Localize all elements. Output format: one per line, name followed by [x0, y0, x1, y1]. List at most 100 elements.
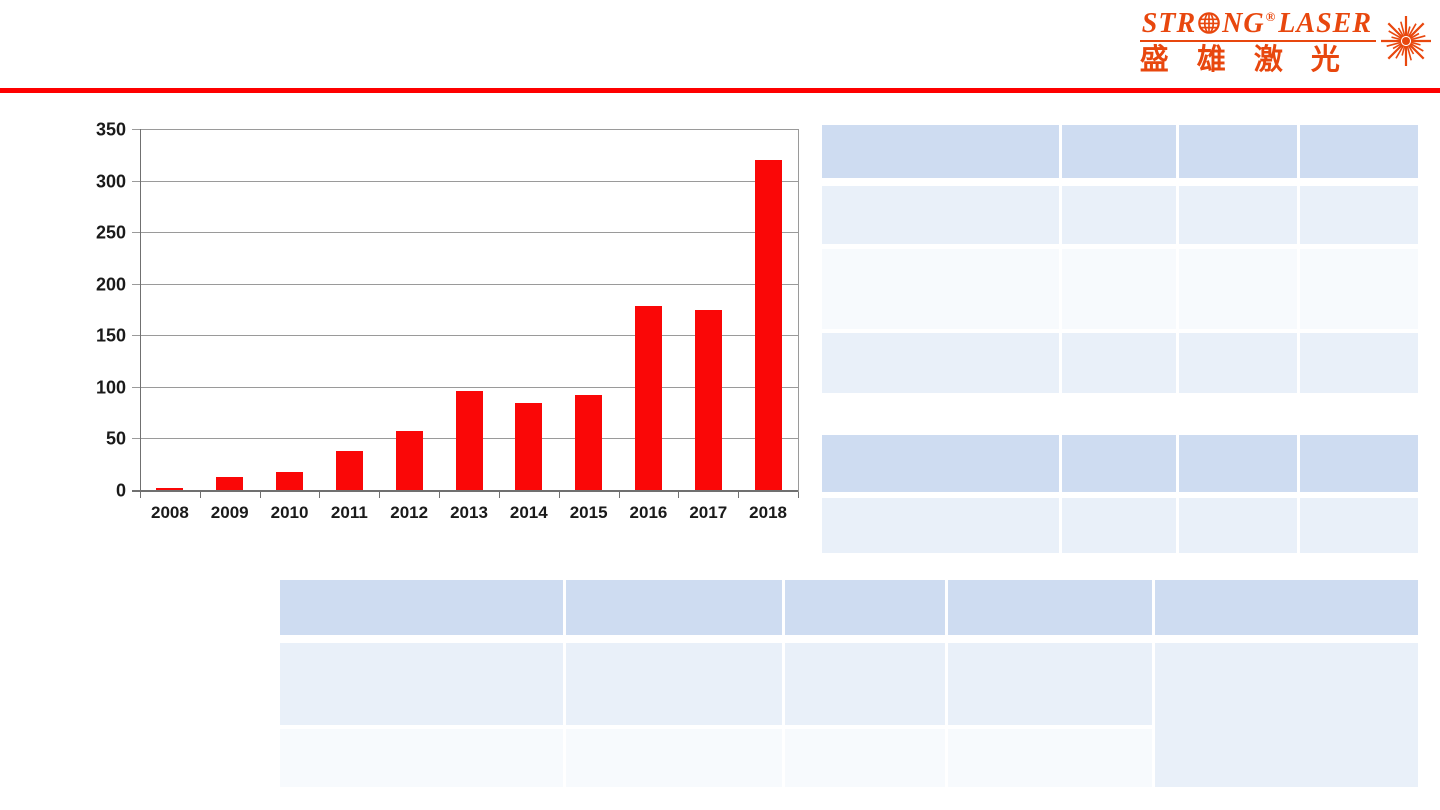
brand-logo: STR NG ® LASER	[1139, 8, 1434, 78]
gridline-250	[132, 232, 798, 234]
y-tick-label-100: 100	[95, 377, 126, 398]
table-cell-r1-c1	[1062, 498, 1176, 553]
y-tick-label-250: 250	[95, 222, 126, 243]
x-axis-tick	[140, 492, 141, 498]
table-right-top	[822, 125, 1418, 393]
x-label-2018: 2018	[749, 503, 787, 522]
table-cell-r1-c1	[566, 643, 782, 725]
table-cell-r0-c3	[948, 580, 1152, 635]
table-cell-r2-c2	[785, 729, 945, 787]
bar-2013	[455, 390, 483, 490]
bar-2010	[276, 472, 304, 490]
table-cell-r2-c2	[1179, 249, 1297, 329]
bar-2015	[575, 395, 603, 490]
table-cell-r3-c3	[1300, 333, 1418, 393]
table-right-bottom	[822, 435, 1418, 553]
x-label-2009: 2009	[210, 503, 249, 522]
table-cell-r1-c0	[822, 498, 1059, 553]
table-cell-r0-c2	[785, 580, 945, 635]
table-cell-r0-c1	[1062, 435, 1176, 492]
table-cell-r0-c4	[1155, 580, 1418, 635]
table-cell-r0-c0	[822, 125, 1059, 178]
gridline-350	[132, 129, 798, 130]
laser-starburst-icon	[1378, 12, 1434, 75]
plot-right-border	[798, 129, 799, 495]
table-cell-r0-c0	[280, 580, 563, 635]
table-cell-r2-c0	[280, 729, 563, 787]
x-axis-tick	[379, 492, 381, 498]
table-cell-r3-c2	[1179, 333, 1297, 393]
brand-latin-post: NG	[1222, 8, 1265, 39]
table-cell-r1-c2	[1179, 498, 1297, 553]
table-cell-r0-c0	[822, 435, 1059, 492]
table-cell-r1-c2	[1179, 186, 1297, 244]
bar-2012	[395, 431, 423, 490]
gridline-300	[132, 180, 798, 182]
table-cell-r1-c2	[785, 643, 945, 725]
table-cell-r0-c1	[1062, 125, 1176, 178]
bar-2009	[216, 476, 244, 490]
table-cell-r3-c1	[1062, 333, 1176, 393]
table-cell-r1-c3	[1300, 186, 1418, 244]
table-cell-r2-c3	[948, 729, 1152, 787]
bar-2014	[515, 403, 543, 490]
x-axis-tick	[319, 492, 321, 498]
gridline-100	[132, 386, 798, 388]
table-cell-r3-c0	[822, 333, 1059, 393]
x-axis-tick	[498, 492, 500, 498]
annual-bar-chart: 0 50 100 150 200 250 300 350 2008 2009 2010 2011 201…	[85, 105, 815, 540]
bar-2011	[335, 450, 363, 490]
y-tick-label-150: 150	[95, 325, 126, 346]
y-tick-label-0: 0	[115, 480, 126, 501]
bar-2017	[694, 309, 722, 490]
globe-icon	[1197, 11, 1221, 41]
x-label-2013: 2013	[450, 503, 488, 522]
brand-latin-word2: LASER	[1278, 8, 1372, 39]
x-axis-line	[132, 490, 798, 492]
gridline-200	[132, 283, 798, 285]
table-cell-r0-c2	[1179, 435, 1297, 492]
y-tick-label-300: 300	[95, 171, 126, 192]
table-cell-r0-c3	[1300, 435, 1418, 492]
gridline-150	[132, 335, 798, 337]
table-cell-r2-c0	[822, 249, 1059, 329]
x-axis-tick	[439, 492, 441, 498]
x-axis-tick	[199, 492, 201, 498]
x-axis-tick	[558, 492, 560, 498]
x-axis-tick	[798, 492, 799, 498]
bar-2008	[156, 487, 184, 490]
y-tick-label-50: 50	[105, 428, 126, 449]
table-cell-r1-c0	[280, 643, 563, 725]
brand-name-latin: STR NG ® LASER	[1139, 8, 1376, 43]
table-cell-r2-c3	[1300, 249, 1418, 329]
x-label-2015: 2015	[569, 503, 608, 522]
table-cell-r1-c4	[1155, 643, 1418, 787]
table-cell-r1-c0	[822, 186, 1059, 244]
bar-2018	[754, 159, 782, 490]
x-label-2014: 2014	[509, 503, 548, 522]
brand-name-chinese: 盛 雄 激 光	[1139, 44, 1350, 77]
x-axis-tick	[618, 492, 620, 498]
x-label-2011: 2011	[330, 503, 368, 522]
table-bottom	[280, 580, 1418, 787]
table-cell-r0-c1	[566, 580, 782, 635]
x-label-2017: 2017	[689, 503, 728, 522]
table-cell-r2-c1	[566, 729, 782, 787]
table-cell-r0-c2	[1179, 125, 1297, 178]
y-axis-line	[140, 129, 141, 495]
x-label-2016: 2016	[629, 503, 668, 522]
registered-mark: ®	[1265, 9, 1277, 24]
x-axis-tick	[738, 492, 740, 498]
x-axis-tick	[259, 492, 261, 498]
x-axis-tick	[678, 492, 680, 498]
y-tick-label-200: 200	[95, 274, 126, 295]
x-label-2010: 2010	[270, 503, 309, 522]
header-divider-rule	[0, 88, 1440, 93]
bar-2016	[634, 306, 662, 490]
brand-latin-pre: STR	[1141, 8, 1197, 39]
table-cell-r2-c1	[1062, 249, 1176, 329]
table-cell-r0-c3	[1300, 125, 1418, 178]
table-cell-r1-c3	[1300, 498, 1418, 553]
table-cell-r1-c3	[948, 643, 1152, 725]
table-cell-r1-c1	[1062, 186, 1176, 244]
